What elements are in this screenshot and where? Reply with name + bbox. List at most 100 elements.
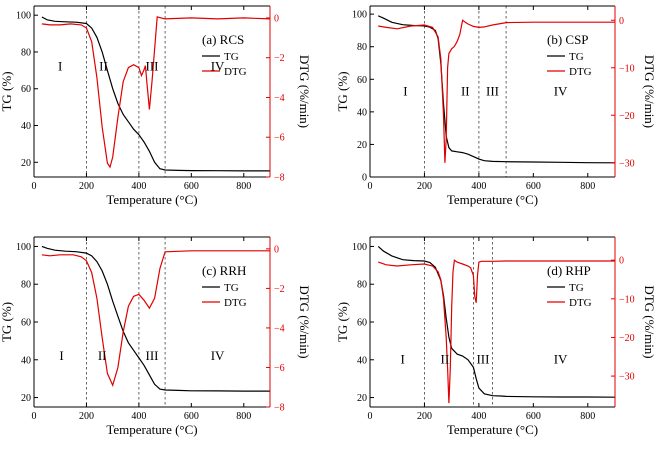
panel-title: (d) RHP — [547, 263, 591, 278]
y-left-tick-label: 0 — [362, 173, 367, 184]
y-left-tick-label: 40 — [357, 355, 367, 366]
stage-label: IV — [211, 58, 225, 73]
series-line-dtg — [41, 16, 270, 169]
y-left-tick-label: 20 — [21, 158, 31, 169]
y-right-tick-label: −4 — [274, 323, 285, 334]
y-right-axis-label: DTG (%/min) — [642, 285, 656, 358]
y-right-tick-label: −6 — [274, 363, 285, 374]
y-left-tick-label: 100 — [16, 242, 31, 253]
y-right-tick-label: −10 — [619, 294, 635, 305]
legend-label-tg: TG — [224, 282, 239, 294]
series-line-tg — [41, 245, 270, 392]
x-tick-label: 600 — [184, 411, 199, 422]
y-left-tick-label: 100 — [16, 11, 31, 22]
stage-label: II — [99, 58, 108, 73]
y-right-tick-label: −30 — [619, 372, 635, 383]
y-right-tick-label: −8 — [274, 403, 285, 414]
y-left-tick-label: 40 — [21, 355, 31, 366]
x-tick-label: 600 — [526, 181, 541, 192]
x-axis-label: Temperature (°C) — [106, 422, 197, 437]
stage-label: III — [476, 352, 489, 367]
y-right-tick-label: 0 — [619, 16, 624, 27]
y-right-tick-label: −2 — [274, 284, 285, 295]
y-left-tick-label: 40 — [21, 121, 31, 132]
series-line-tg — [377, 245, 615, 398]
x-tick-label: 400 — [471, 411, 486, 422]
stage-label: I — [400, 352, 404, 367]
y-right-tick-label: −20 — [619, 333, 635, 344]
y-right-tick-label: −8 — [274, 173, 285, 184]
y-left-tick-label: 40 — [357, 107, 367, 118]
stage-label: IV — [211, 348, 225, 363]
y-right-tick-label: −10 — [619, 63, 635, 74]
y-left-tick-label: 80 — [357, 280, 367, 291]
y-right-tick-label: 0 — [274, 244, 279, 255]
x-tick-label: 0 — [368, 411, 373, 422]
panel-title: (c) RRH — [202, 263, 246, 278]
panel-4: 0 200 400 600 800 20 40 60 80 100 0 −10 −20 −30 Temper… — [335, 236, 656, 437]
x-tick-label: 200 — [79, 181, 94, 192]
panel-title: (b) CSP — [547, 32, 589, 47]
x-tick-label: 800 — [236, 181, 251, 192]
legend-label-tg: TG — [569, 282, 584, 294]
y-left-tick-label: 20 — [357, 393, 367, 404]
stage-label: II — [441, 352, 450, 367]
stage-label: II — [461, 84, 470, 99]
y-right-tick-label: 0 — [619, 256, 624, 267]
x-axis-label: Temperature (°C) — [447, 422, 538, 437]
y-right-tick-label: −20 — [619, 111, 635, 122]
stage-label: I — [58, 58, 62, 73]
stage-label: I — [403, 84, 407, 99]
y-right-tick-label: −30 — [619, 158, 635, 169]
legend-label-dtg: DTG — [569, 66, 592, 78]
y-right-axis-label: DTG (%/min) — [642, 55, 656, 128]
y-right-axis-label: DTG (%/min) — [297, 55, 312, 128]
y-left-tick-label: 20 — [357, 140, 367, 151]
y-left-tick-label: 60 — [357, 318, 367, 329]
panel-1: 0 200 400 600 800 20 40 60 80 100 0 −2 −4 −6 −8 Tempera… — [0, 5, 312, 207]
stage-label: III — [146, 58, 159, 73]
stage-label: III — [486, 84, 499, 99]
y-right-tick-label: −6 — [274, 133, 285, 144]
y-left-tick-label: 60 — [21, 318, 31, 329]
y-left-tick-label: 80 — [21, 280, 31, 291]
y-left-tick-label: 20 — [21, 393, 31, 404]
legend-label-tg: TG — [224, 51, 239, 63]
stage-label: IV — [554, 352, 568, 367]
stage-label: I — [59, 348, 63, 363]
panel-title: (a) RCS — [202, 32, 244, 47]
series-line-dtg — [41, 250, 270, 388]
stage-label: III — [146, 348, 159, 363]
x-tick-label: 0 — [368, 181, 373, 192]
series-line-dtg — [378, 19, 615, 163]
x-axis-label: Temperature (°C) — [447, 192, 538, 207]
x-tick-label: 200 — [417, 181, 432, 192]
x-tick-label: 800 — [580, 181, 595, 192]
x-tick-label: 0 — [32, 181, 37, 192]
y-left-tick-label: 100 — [352, 10, 367, 21]
y-left-axis-label: TG (%) — [0, 302, 14, 342]
series-line-dtg — [378, 259, 615, 404]
y-right-tick-label: 0 — [274, 13, 279, 24]
y-left-tick-label: 80 — [21, 47, 31, 58]
y-right-tick-label: −2 — [274, 53, 285, 64]
legend-label-dtg: DTG — [224, 297, 247, 309]
y-left-axis-label: TG (%) — [0, 71, 14, 111]
x-tick-label: 800 — [236, 411, 251, 422]
y-right-tick-label: −4 — [274, 93, 285, 104]
x-tick-label: 600 — [184, 181, 199, 192]
x-tick-label: 200 — [79, 411, 94, 422]
y-left-axis-label: TG (%) — [335, 71, 350, 111]
y-left-tick-label: 80 — [357, 42, 367, 53]
series-line-tg — [41, 16, 270, 172]
x-axis-label: Temperature (°C) — [106, 192, 197, 207]
y-left-tick-label: 60 — [357, 75, 367, 86]
panel-2: 0 200 400 600 800 0 20 40 60 80 100 0 −10 −20 −30 Tempe… — [335, 5, 656, 207]
panel-3: 0 200 400 600 800 20 40 60 80 100 0 −2 −4 −6 −8 Tempera… — [0, 236, 312, 437]
x-tick-label: 200 — [417, 411, 432, 422]
y-right-axis-label: DTG (%/min) — [297, 285, 312, 358]
x-tick-label: 0 — [32, 411, 37, 422]
y-left-axis-label: TG (%) — [335, 302, 350, 342]
y-left-tick-label: 60 — [21, 84, 31, 95]
